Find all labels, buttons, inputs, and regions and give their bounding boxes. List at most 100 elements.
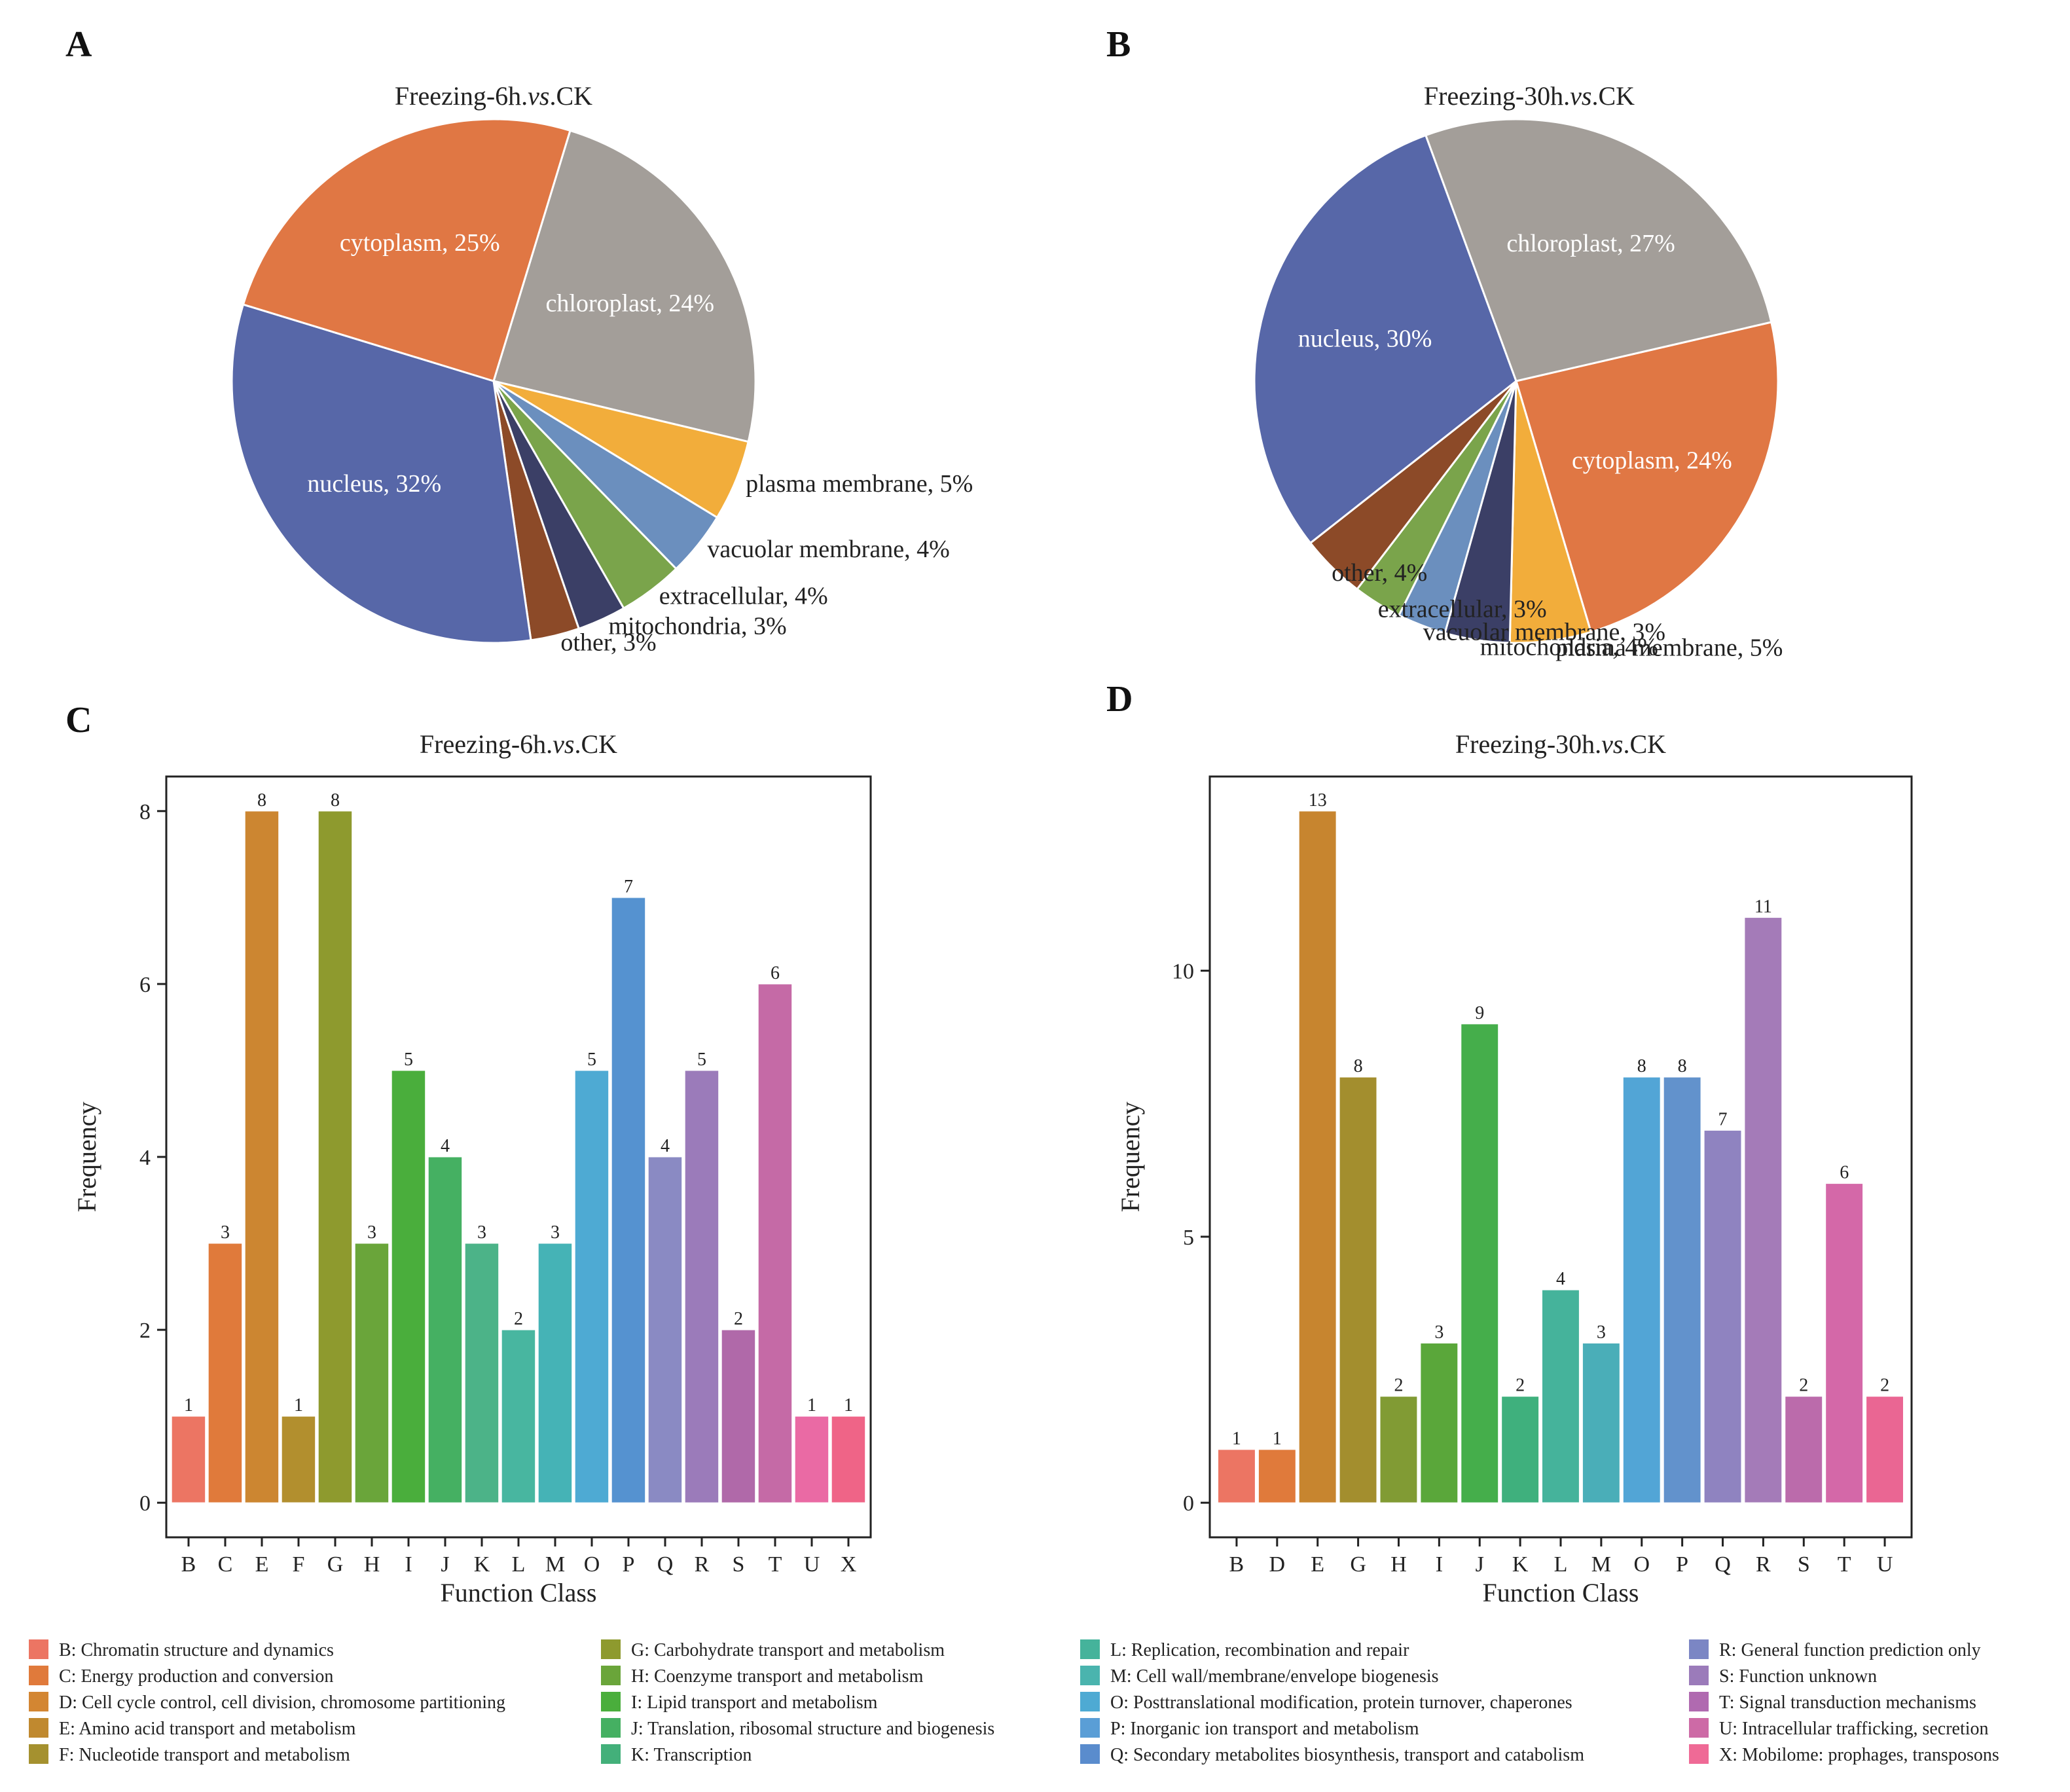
bar-value-label-d-t: 6 (1840, 1163, 1849, 1183)
bar-c-o (574, 1070, 609, 1503)
bar-title-c-part: vs (553, 729, 574, 759)
function-class-legend: B: Chromatin structure and dynamics C: En… (29, 1639, 1999, 1765)
y-tick-label-c: 8 (139, 800, 151, 824)
bar-value-label-c-h: 3 (367, 1222, 376, 1243)
bar-value-label-c-i: 5 (404, 1050, 413, 1070)
legend-item-p: P: Inorganic ion transport and metabolis… (1110, 1719, 1419, 1739)
legend-swatch-m (1080, 1666, 1100, 1685)
bar-value-label-d-j: 9 (1475, 1003, 1484, 1023)
bar-value-label-d-u: 2 (1880, 1376, 1889, 1396)
x-tick-label-d-q: Q (1715, 1552, 1731, 1577)
bar-value-label-c-j: 4 (441, 1136, 450, 1156)
y-axis-title-c: Frequency (72, 1102, 101, 1213)
x-tick-label-c-q: Q (657, 1552, 674, 1577)
x-tick-label-c-l: L (512, 1552, 526, 1577)
bar-c-m (537, 1243, 573, 1503)
legend-swatch-g (601, 1639, 621, 1659)
bar-title-c: Freezing-6h.vs.CK (420, 729, 617, 759)
x-tick-label-d-m: M (1591, 1552, 1611, 1577)
bar-value-label-d-p: 8 (1678, 1056, 1687, 1076)
y-axis-title-d: Frequency (1116, 1102, 1145, 1213)
x-tick-label-c-t: T (769, 1552, 782, 1577)
x-tick-label-c-i: I (405, 1552, 412, 1577)
bar-value-label-d-d: 1 (1273, 1429, 1282, 1449)
bar-title-d-part: Freezing-30h. (1455, 729, 1601, 759)
bar-title-c-part: .CK (575, 729, 618, 759)
bar-c-f (281, 1416, 316, 1503)
pie-label-cytoplasm: cytoplasm, 24% (1572, 447, 1732, 475)
bar-c-j (427, 1156, 463, 1503)
legend-swatch-r (1689, 1639, 1709, 1659)
legend-swatch-p (1080, 1718, 1100, 1738)
bar-title-c-part: Freezing-6h. (420, 729, 553, 759)
legend-item-q: Q: Secondary metabolites biosynthesis, t… (1110, 1745, 1584, 1765)
legend-swatch-b (29, 1639, 48, 1659)
bar-d-s (1785, 1396, 1823, 1503)
bar-value-label-c-k: 3 (477, 1222, 486, 1243)
y-tick-label-c: 6 (139, 973, 151, 997)
x-tick-label-d-k: K (1512, 1552, 1529, 1577)
bar-d-t (1825, 1183, 1864, 1503)
bar-value-label-c-e: 8 (257, 790, 266, 811)
bar-c-e (244, 811, 280, 1503)
pie-label-chloroplast: chloroplast, 27% (1506, 230, 1675, 257)
x-tick-label-d-t: T (1838, 1552, 1851, 1577)
x-tick-label-d-r: R (1756, 1552, 1771, 1577)
bar-d-l (1542, 1289, 1580, 1503)
x-tick-label-c-b: B (181, 1552, 196, 1577)
x-tick-label-c-c: C (218, 1552, 233, 1577)
x-axis-title-c: Function Class (441, 1578, 597, 1607)
legend-item-u: U: Intracellular trafficking, secretion (1719, 1719, 1989, 1739)
bar-value-label-c-r: 5 (697, 1050, 706, 1070)
legend-item-b: B: Chromatin structure and dynamics (59, 1640, 334, 1660)
pie-label-other: other, 3% (560, 629, 656, 657)
x-tick-label-c-s: S (733, 1552, 745, 1577)
pie-label-other: other, 4% (1332, 559, 1427, 587)
bar-value-label-d-l: 4 (1556, 1269, 1565, 1289)
bar-d-m (1582, 1342, 1620, 1503)
pie-label-mitochondria: mitochondria, 3% (608, 612, 786, 640)
pie-slice-chloroplast (492, 129, 757, 443)
bar-title-d: Freezing-30h.vs.CK (1455, 729, 1666, 759)
pie-slice-nucleus (1253, 134, 1517, 545)
x-tick-label-d-u: U (1877, 1552, 1893, 1577)
pie-title-a-part: Freezing-6h. (395, 81, 528, 111)
bar-c-s (721, 1329, 756, 1503)
legend-item-r: R: General function prediction only (1719, 1640, 1981, 1660)
x-tick-label-d-p: P (1676, 1552, 1688, 1577)
pie-label-vacuolar-membrane: vacuolar membrane, 4% (707, 536, 949, 563)
bar-d-u (1866, 1396, 1904, 1503)
x-tick-label-d-j: J (1476, 1552, 1484, 1577)
bar-d-j (1461, 1023, 1499, 1503)
bar-value-label-c-f: 1 (294, 1395, 303, 1416)
bar-value-label-c-b: 1 (184, 1395, 193, 1416)
bar-c-q (647, 1156, 683, 1503)
bar-value-label-d-e: 13 (1309, 790, 1327, 811)
x-tick-label-c-r: R (695, 1552, 710, 1577)
x-tick-label-c-e: E (255, 1552, 269, 1577)
bar-value-label-c-q: 4 (661, 1136, 670, 1156)
legend-swatch-e (29, 1718, 48, 1738)
x-tick-label-d-h: H (1390, 1552, 1407, 1577)
bar-d-b (1218, 1449, 1256, 1503)
legend-swatch-l (1080, 1639, 1100, 1659)
x-tick-label-c-m: M (545, 1552, 565, 1577)
bar-c-l (501, 1329, 536, 1503)
legend-item-d: D: Cell cycle control, cell division, ch… (59, 1692, 505, 1713)
bar-chart-d: Freezing-30h.vs.CK 0 5 10 1 B 1 D 13 E 8 G 2 H 3 I 9 J 2 K 4… (1116, 729, 1913, 1607)
bar-value-label-c-p: 7 (624, 877, 633, 897)
bar-value-label-d-h: 2 (1394, 1376, 1404, 1396)
legend-swatch-o (1080, 1692, 1100, 1711)
pie-label-cytoplasm: cytoplasm, 25% (340, 229, 500, 257)
y-tick-label-d: 5 (1183, 1226, 1194, 1250)
bar-d-i (1420, 1342, 1459, 1503)
bar-c-b (171, 1416, 206, 1503)
bar-c-i (391, 1070, 426, 1503)
bar-value-label-c-o: 5 (587, 1050, 596, 1070)
pie-chart-a: Freezing-6h.vs.CK chloroplast, 24% plasma … (230, 81, 973, 657)
bar-title-d-part: .CK (1624, 729, 1667, 759)
bar-d-r (1744, 917, 1783, 1503)
panel-letter-d: D (1106, 679, 1133, 720)
pie-title-b-part: vs (1570, 81, 1591, 111)
